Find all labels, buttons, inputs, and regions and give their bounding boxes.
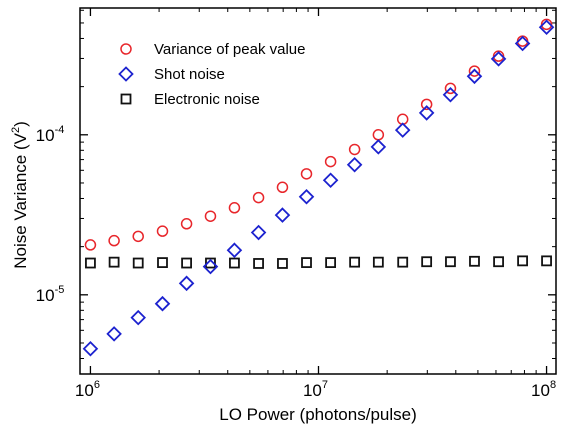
data-point-square (445, 256, 456, 268)
legend-marker-diamond (118, 66, 134, 82)
x-tick-label-base: 10 (75, 381, 94, 400)
data-point-square (421, 256, 433, 268)
data-point-square (181, 257, 192, 269)
data-point-square (205, 257, 216, 269)
y-axis-title-sup: 2 (10, 127, 22, 133)
data-point-diamond (394, 122, 411, 138)
legend-label: Shot noise (154, 66, 225, 83)
y-axis-title-end: ) (11, 121, 30, 127)
data-point-diamond (322, 172, 339, 189)
data-point-square (253, 258, 264, 269)
legend-label: Variance of peak value (154, 41, 306, 58)
data-point-square (372, 256, 384, 268)
data-point-circle (540, 18, 553, 31)
data-point-square (325, 257, 337, 268)
data-point-circle (348, 143, 361, 156)
data-point-diamond (106, 326, 122, 342)
x-tick-label-exponent: 8 (550, 379, 556, 391)
data-point-circle (468, 65, 481, 77)
data-point-circle (324, 155, 337, 168)
data-point-square (349, 256, 361, 268)
y-axis-title: Noise Variance (V2) (10, 121, 30, 269)
x-tick-label-exponent: 7 (322, 379, 328, 391)
y-tick-label: 10-4 (36, 124, 65, 145)
data-point-diamond (370, 139, 387, 155)
x-tick-label: 107 (303, 379, 328, 400)
legend-marker-circle (120, 43, 132, 55)
data-point-circle (156, 225, 169, 237)
data-point-diamond (442, 86, 459, 103)
series-circle-group (84, 18, 553, 251)
data-point-diamond (490, 51, 507, 67)
data-point-square (493, 256, 504, 268)
legend-marker-square (120, 93, 132, 105)
data-point-diamond (346, 156, 363, 173)
data-point-circle (372, 129, 385, 141)
data-point-circle (204, 210, 217, 222)
data-point-square (132, 257, 144, 269)
data-point-square (301, 257, 312, 268)
legend-label: Electronic noise (154, 91, 260, 108)
x-tick-label-exponent: 6 (94, 379, 100, 391)
data-point-diamond (226, 242, 243, 258)
data-point-square (157, 257, 168, 268)
data-point-circle (252, 191, 265, 204)
y-tick-label-base: 10 (36, 126, 55, 145)
data-point-square (541, 255, 552, 267)
data-point-diamond (466, 68, 483, 85)
data-point-circle (84, 239, 97, 251)
data-point-square (517, 255, 528, 267)
data-point-square (277, 258, 288, 269)
data-point-diamond (418, 105, 435, 121)
data-point-diamond (130, 309, 146, 326)
data-point-circle (228, 202, 241, 214)
data-point-circle (276, 181, 289, 194)
data-point-circle (108, 234, 120, 247)
data-point-diamond (274, 207, 291, 223)
data-point-circle (132, 230, 144, 243)
data-point-circle (180, 218, 193, 230)
data-point-square (108, 256, 120, 268)
data-point-diamond (538, 19, 555, 36)
series-square-group (85, 255, 552, 269)
data-point-circle (300, 168, 313, 180)
plot-area-frame (79, 7, 557, 375)
data-point-square (397, 256, 409, 268)
data-point-circle (444, 82, 457, 95)
y-axis-title-main: Noise Variance (V (11, 132, 30, 268)
data-point-diamond (250, 224, 267, 241)
data-point-diamond (82, 341, 99, 357)
y-tick-label-exponent: -5 (55, 284, 65, 296)
data-point-diamond (514, 35, 531, 52)
data-point-diamond (298, 188, 315, 205)
y-tick-label-base: 10 (36, 286, 55, 305)
x-tick-label: 106 (75, 379, 100, 400)
series-diamond-group (82, 19, 555, 357)
y-tick-label: 10-5 (36, 284, 65, 305)
data-point-diamond (178, 275, 195, 292)
x-tick-label-base: 10 (303, 381, 322, 400)
x-tick-label-base: 10 (531, 381, 550, 400)
x-tick-label: 108 (531, 379, 556, 400)
data-point-circle (420, 98, 433, 111)
data-point-square (469, 255, 480, 267)
data-point-diamond (154, 295, 171, 312)
x-axis-title: LO Power (photons/pulse) (219, 405, 417, 424)
data-point-square (85, 257, 96, 269)
y-tick-label-exponent: -4 (55, 124, 65, 136)
data-point-diamond (202, 258, 219, 275)
data-point-square (229, 257, 240, 269)
